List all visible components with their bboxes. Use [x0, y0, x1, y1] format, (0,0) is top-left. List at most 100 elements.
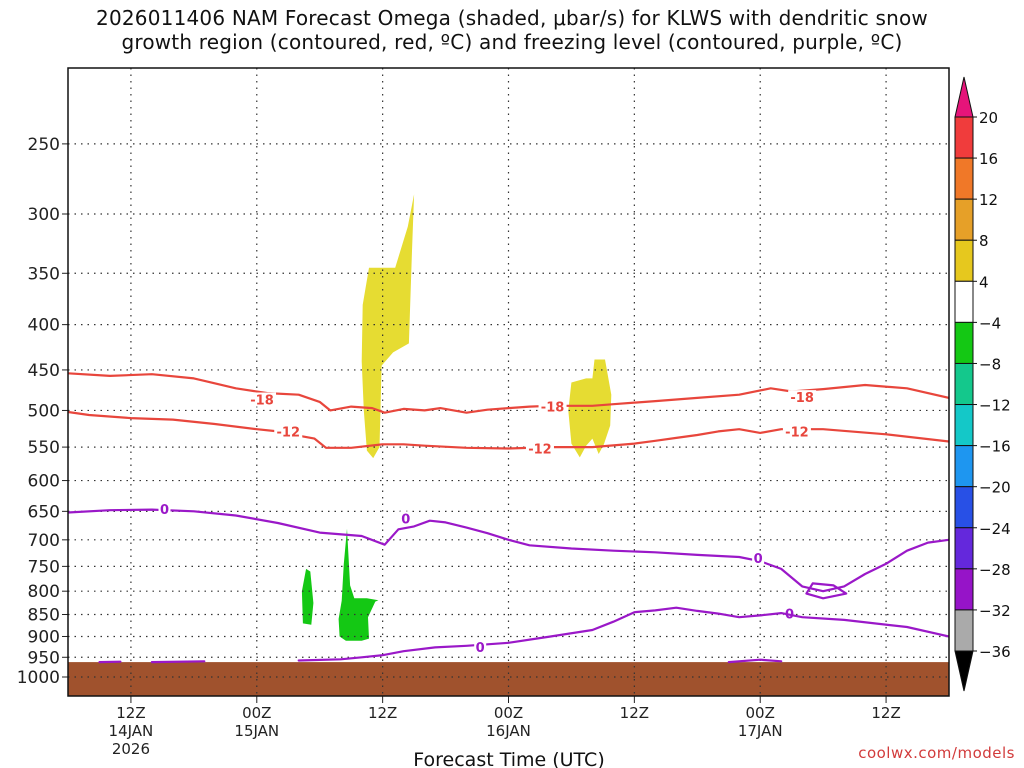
colorbar-label: 16 [979, 150, 998, 168]
x-tick-label: 00Z [494, 704, 523, 722]
chart-title-line-2: growth region (contoured, red, ºC) and f… [121, 30, 903, 54]
y-tick-label: 300 [28, 205, 60, 225]
y-tick-label: 250 [28, 135, 60, 155]
x-tick-label: 00Z [746, 704, 775, 722]
freezing-level-main-label: 0 [160, 503, 169, 518]
colorbar-bin--28--24 [954, 527, 974, 570]
colorbar-label: −20 [979, 479, 1011, 497]
x-tick-label: 12Z [871, 704, 900, 722]
freezing-level-lower [297, 606, 949, 662]
x-tick-label: 12Z [620, 704, 649, 722]
y-tick-label: 650 [28, 502, 60, 522]
y-tick-label: 550 [28, 438, 60, 458]
contour-label-bg [538, 399, 567, 414]
x-tick-date-label: 14JAN [109, 722, 154, 740]
y-tick-label: 400 [28, 316, 60, 336]
isotherm-minus18-label: -18 [250, 394, 274, 409]
colorbar-label: −32 [979, 602, 1011, 620]
freezing-level-surface-2 [150, 660, 206, 664]
colorbar-label: −24 [979, 520, 1011, 538]
colorbar-top-arrow [954, 76, 974, 118]
chart-title: 2026011406 NAM Forecast Omega (shaded, μ… [0, 6, 1024, 54]
omega-negative-large [338, 528, 379, 641]
y-tick-label: 900 [28, 627, 60, 647]
freezing-level-surface-3 [727, 658, 783, 664]
site-credit[interactable]: coolwx.com/models [858, 744, 1015, 762]
y-tick-label: 500 [28, 401, 60, 421]
colorbar-label: 20 [979, 109, 998, 127]
freezing-level-closed [805, 582, 848, 600]
x-tick-label: 00Z [242, 704, 271, 722]
freezing-level-main-label: 0 [401, 512, 410, 527]
contour-label-bg [274, 424, 303, 439]
omega-positive-16jan [568, 359, 612, 458]
contour-label-bg [788, 390, 817, 405]
colorbar-bin--20--16 [954, 445, 974, 488]
contour-label-bg [783, 606, 796, 621]
x-tick-year-label: 2026 [112, 740, 150, 758]
colorbar-bin--24--20 [954, 486, 974, 529]
contour-label-bg [474, 640, 487, 655]
y-tick-label: 450 [28, 361, 60, 381]
colorbar-label: −36 [979, 643, 1011, 661]
y-tick-label: 950 [28, 648, 60, 668]
colorbar-label: −28 [979, 561, 1011, 579]
freezing-level-main [68, 508, 949, 593]
colorbar-bin-4-8 [954, 239, 974, 282]
isotherm-minus18-label: -18 [790, 391, 814, 406]
colorbar-bin--16--12 [954, 404, 974, 447]
x-tick-date-label: 17JAN [738, 722, 783, 740]
plot-frame [67, 67, 950, 697]
isotherm-minus18-label: -18 [541, 401, 565, 416]
y-tick-label: 600 [28, 472, 60, 492]
y-tick-label: 350 [28, 264, 60, 284]
contour-label-bg [525, 441, 554, 456]
omega-shading-layer [301, 194, 612, 641]
colorbar-bin--12--8 [954, 362, 974, 406]
colorbar-bin--8--4 [954, 321, 974, 364]
omega-negative-small [301, 568, 314, 625]
grid-layer [68, 68, 949, 696]
contour-label-bg [399, 511, 412, 526]
colorbar-label: −12 [979, 397, 1011, 415]
colorbar: 20 16 12 8 4 −4 −8 −12 −16 −20 −24 −28 −32 −36 [954, 76, 1011, 692]
colorbar-bin-8-12 [954, 198, 974, 241]
x-tick-label: 12Z [368, 704, 397, 722]
isotherm-minus12-label: -12 [277, 425, 301, 440]
colorbar-label: 12 [979, 191, 998, 209]
colorbar-label: −16 [979, 438, 1011, 456]
x-axis-label: Forecast Time (UTC) [413, 749, 604, 768]
contour-label-bg [158, 501, 171, 516]
freezing-level-lower-label: 0 [476, 641, 485, 656]
contour-label-bg [248, 392, 277, 407]
colorbar-bin-12-16 [954, 157, 974, 200]
colorbar-label: −4 [979, 314, 1001, 332]
y-tick-label: 700 [28, 531, 60, 551]
x-tick-date-label: 16JAN [486, 722, 531, 740]
isotherm-minus12-label: -12 [528, 442, 552, 457]
y-tick-label: 850 [28, 606, 60, 626]
colorbar-label: −8 [979, 355, 1001, 373]
colorbar-bin--4-4 [954, 280, 974, 323]
contour-label-bg [752, 551, 765, 566]
colorbar-bin-16-20 [954, 116, 974, 159]
colorbar-bottom-arrow [954, 650, 974, 692]
colorbar-bin--36--32 [954, 609, 974, 652]
omega-positive-main [361, 194, 415, 459]
y-tick-label: 800 [28, 582, 60, 602]
y-tick-label: 1000 [17, 668, 60, 688]
y-tick-label: 750 [28, 557, 60, 577]
contour-label-bg [782, 424, 811, 439]
chart-title-line-1: 2026011406 NAM Forecast Omega (shaded, μ… [96, 6, 928, 30]
isotherm-minus12-label: -12 [785, 425, 809, 440]
axes-layer: 2503003504004505005506006507007508008509… [17, 67, 950, 758]
isotherm-minus12 [68, 410, 949, 450]
colorbar-label: 4 [979, 273, 989, 291]
colorbar-bin--32--28 [954, 568, 974, 611]
freezing-level-main-label: 0 [754, 552, 763, 567]
colorbar-label: 8 [979, 232, 989, 250]
x-tick-date-label: 15JAN [234, 722, 279, 740]
x-tick-label: 12Z [116, 704, 145, 722]
